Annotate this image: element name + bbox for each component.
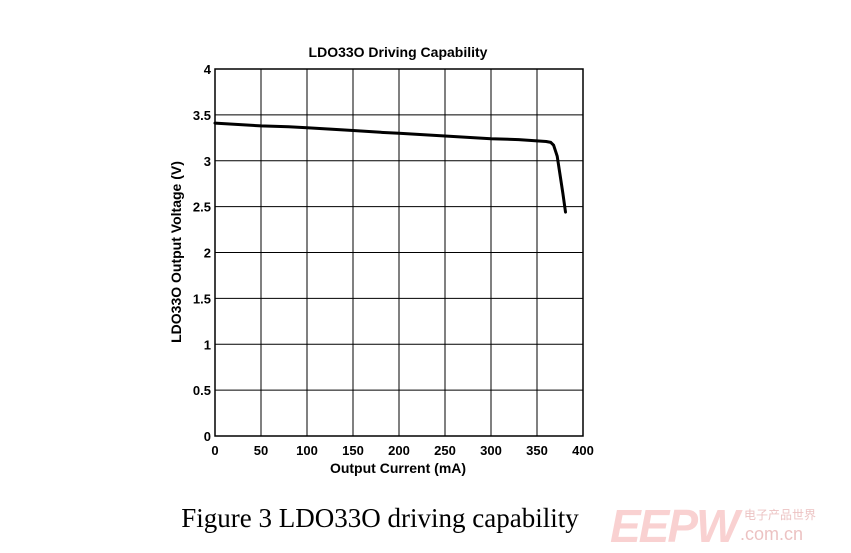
x-tick-label: 50	[254, 443, 268, 458]
x-tick-label: 0	[211, 443, 218, 458]
watermark-url: .com.cn	[740, 524, 804, 544]
watermark-chinese-text: 电子产品世界	[744, 508, 817, 522]
x-tick-label: 150	[342, 443, 364, 458]
x-tick-label: 400	[572, 443, 594, 458]
y-tick-label: 2.5	[193, 200, 211, 215]
x-axis-ticks: 0 50 100 150 200 250 300 350 400	[211, 443, 593, 458]
y-tick-label: 1	[204, 337, 211, 352]
x-axis-label: Output Current (mA)	[330, 460, 466, 476]
x-tick-label: 350	[526, 443, 548, 458]
x-tick-label: 100	[296, 443, 318, 458]
chart-title: LDO33O Driving Capability	[309, 44, 488, 60]
y-tick-label: 0.5	[193, 383, 211, 398]
figure-caption: Figure 3 LDO33O driving capability	[181, 503, 579, 533]
y-axis-label: LDO33O Output Voltage (V)	[168, 161, 184, 343]
y-tick-label: 0	[204, 429, 211, 444]
grid	[215, 69, 583, 436]
x-tick-label: 200	[388, 443, 410, 458]
chart-svg: 0 50 100 150 200 250 300 350 400 0 0.5 1 1.5 2 2.5 3 3.…	[168, 44, 594, 476]
plot-area-frame	[214, 68, 584, 437]
x-tick-label: 250	[434, 443, 456, 458]
y-tick-label: 2	[204, 246, 211, 261]
y-axis-ticks: 0 0.5 1 1.5 2 2.5 3 3.5 4	[193, 62, 212, 444]
x-tick-label: 300	[480, 443, 502, 458]
y-tick-label: 4	[204, 62, 212, 77]
y-tick-label: 1.5	[193, 291, 211, 306]
series-line	[213, 121, 567, 214]
y-tick-label: 3	[204, 154, 211, 169]
watermark-logo: EEPW	[610, 500, 739, 552]
y-tick-label: 3.5	[193, 108, 211, 123]
